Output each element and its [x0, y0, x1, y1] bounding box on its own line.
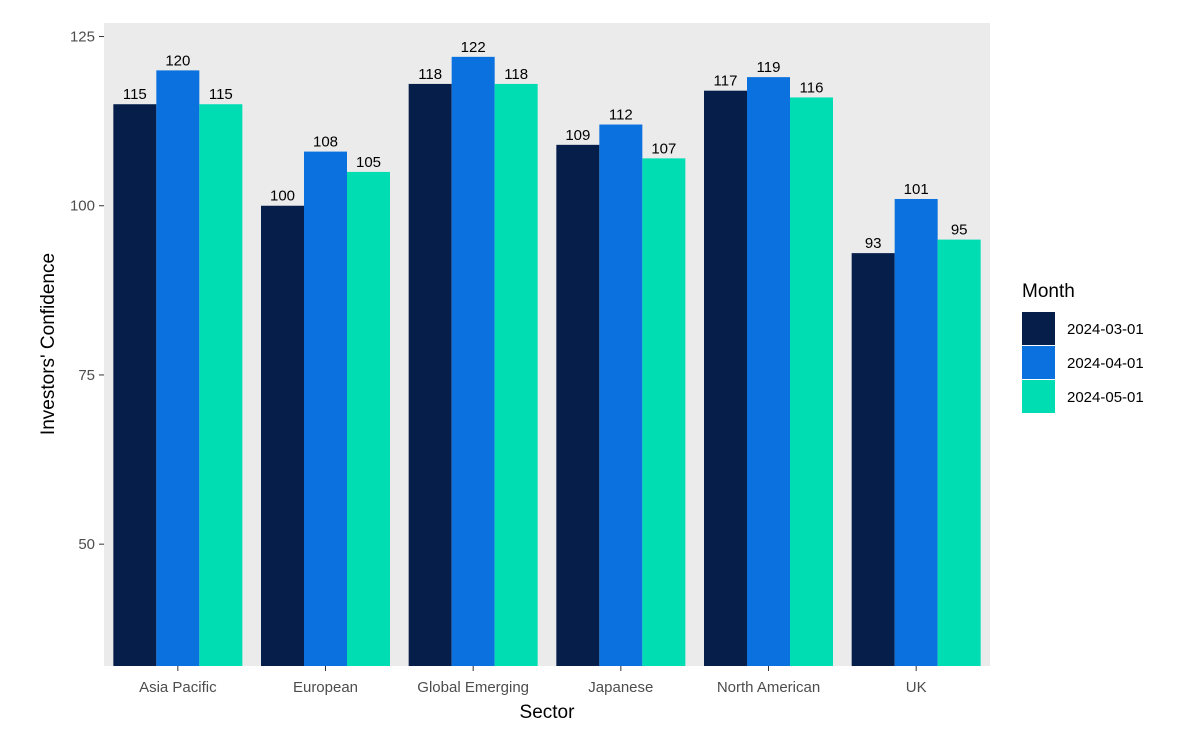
bar	[156, 70, 200, 666]
bar-value-label: 119	[757, 59, 781, 76]
y-axis: 50 75 100 125	[70, 29, 104, 553]
bar-value-label: 115	[209, 86, 233, 103]
bar-value-label: 118	[418, 66, 442, 83]
bar	[304, 151, 347, 667]
bar-value-label: 93	[865, 235, 882, 252]
y-tick-label: 125	[70, 29, 95, 46]
bar	[790, 97, 833, 666]
bar-value-label: 105	[356, 154, 381, 171]
bar	[704, 90, 747, 667]
bar	[408, 83, 452, 667]
bar	[261, 205, 304, 666]
x-tick-label: North American	[717, 679, 820, 696]
legend: Month 2024-03-01 2024-04-01 2024-05-01	[1022, 281, 1144, 413]
legend-label: 2024-04-01	[1067, 355, 1144, 372]
x-axis: Asia Pacific European Global Emerging Japan…	[139, 666, 927, 696]
bar	[851, 253, 895, 666]
bar	[937, 239, 981, 666]
bar-value-label: 95	[951, 222, 968, 239]
legend-key	[1022, 380, 1055, 413]
y-tick-label: 100	[70, 198, 95, 215]
plot-panel	[104, 23, 990, 666]
bar-value-label: 109	[565, 127, 590, 144]
bar	[199, 104, 243, 666]
x-tick-label: UK	[906, 679, 927, 696]
bar	[347, 171, 390, 666]
bar-value-label: 108	[313, 134, 338, 151]
bar-value-label: 100	[270, 188, 295, 205]
bars-group	[113, 56, 981, 667]
legend-label: 2024-05-01	[1067, 389, 1144, 406]
x-tick-label: Global Emerging	[417, 679, 529, 696]
legend-label: 2024-03-01	[1067, 321, 1144, 338]
bar	[599, 124, 643, 667]
bar-value-label: 120	[165, 52, 190, 69]
bar-value-label: 122	[461, 39, 486, 56]
bar	[113, 104, 157, 666]
bar-value-label: 115	[123, 86, 147, 103]
bar	[451, 56, 495, 667]
legend-key	[1022, 346, 1055, 379]
data-labels-group: 115 120 115 100 108 105 118 122 118 109 112 107 117 1…	[123, 39, 968, 252]
bar	[494, 83, 538, 667]
x-axis-title: Sector	[520, 702, 576, 723]
bar	[894, 198, 938, 666]
legend-key	[1022, 312, 1055, 345]
bar	[556, 144, 600, 667]
bar-value-label: 116	[800, 79, 824, 96]
bar-value-label: 101	[904, 181, 929, 198]
bar	[747, 77, 790, 667]
bar-value-label: 107	[651, 140, 676, 157]
y-axis-title: Investors' Confidence	[38, 253, 59, 435]
x-tick-label: European	[293, 679, 358, 696]
legend-title: Month	[1022, 281, 1075, 302]
bar	[642, 158, 686, 667]
bar-value-label: 118	[504, 66, 528, 83]
y-tick-label: 75	[78, 367, 95, 384]
bar-value-label: 117	[714, 73, 738, 90]
x-tick-label: Japanese	[588, 679, 653, 696]
y-tick-label: 50	[78, 536, 95, 553]
bar-value-label: 112	[609, 107, 633, 124]
x-tick-label: Asia Pacific	[139, 679, 217, 696]
